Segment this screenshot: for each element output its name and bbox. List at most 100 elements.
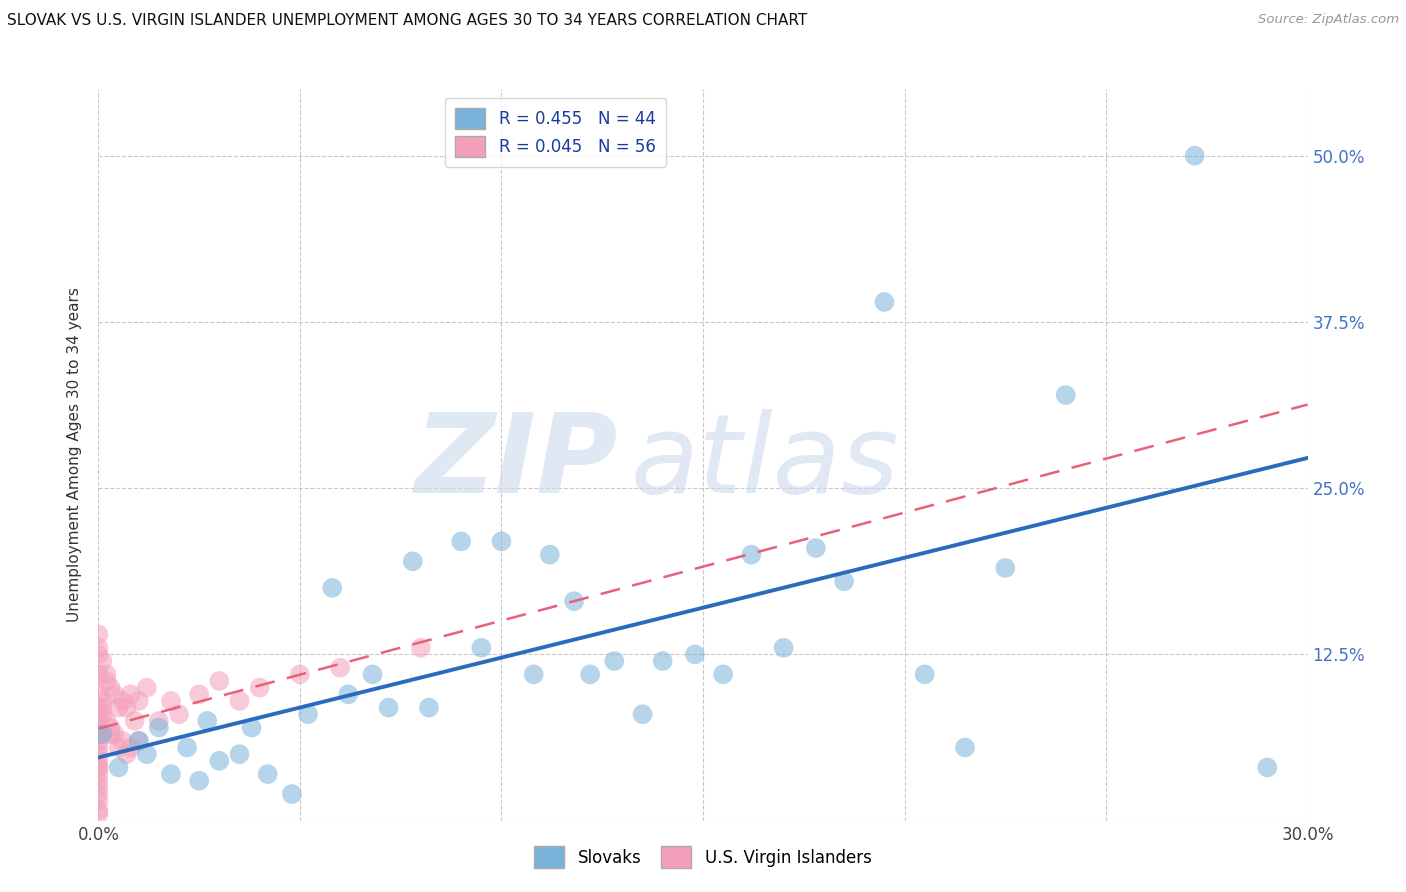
Point [128, 734, 150, 748]
Point [91, 654, 114, 668]
Point [683, 648, 706, 662]
Text: ZIP: ZIP [415, 409, 619, 516]
Point [377, 700, 399, 714]
Point [228, 747, 250, 761]
Point [772, 640, 794, 655]
Point [321, 581, 343, 595]
Point [100, 727, 122, 741]
Point [128, 734, 150, 748]
Point [188, 687, 211, 701]
Point [115, 700, 138, 714]
Point [491, 534, 513, 549]
Point [87, 700, 110, 714]
Point [711, 667, 734, 681]
Point [470, 640, 492, 655]
Point [87, 667, 110, 681]
Point [148, 714, 170, 728]
Point [87, 760, 110, 774]
Point [228, 694, 250, 708]
Point [167, 707, 190, 722]
Point [87, 773, 110, 788]
Point [87, 760, 110, 774]
Point [87, 767, 110, 781]
Point [281, 787, 304, 801]
Point [107, 760, 129, 774]
Point [87, 648, 110, 662]
Point [120, 687, 142, 701]
Point [135, 747, 157, 761]
Point [91, 707, 114, 722]
Point [409, 640, 432, 655]
Point [111, 734, 134, 748]
Point [240, 721, 263, 735]
Point [450, 534, 472, 549]
Point [100, 681, 122, 695]
Point [538, 548, 561, 562]
Point [804, 541, 827, 555]
Point [148, 721, 170, 735]
Point [96, 714, 118, 728]
Point [87, 803, 110, 817]
Point [103, 687, 125, 701]
Point [1256, 760, 1278, 774]
Point [160, 694, 183, 708]
Point [111, 694, 134, 708]
Point [329, 661, 352, 675]
Point [87, 740, 110, 755]
Point [1054, 388, 1077, 402]
Point [91, 694, 114, 708]
Point [115, 747, 138, 761]
Point [87, 727, 110, 741]
Point [523, 667, 546, 681]
Point [288, 667, 311, 681]
Point [87, 714, 110, 728]
Point [107, 700, 129, 714]
Point [107, 740, 129, 755]
Point [402, 554, 425, 568]
Point [651, 654, 673, 668]
Point [128, 694, 150, 708]
Text: atlas: atlas [630, 409, 898, 516]
Point [1184, 149, 1206, 163]
Point [208, 754, 231, 768]
Text: SLOVAK VS U.S. VIRGIN ISLANDER UNEMPLOYMENT AMONG AGES 30 TO 34 YEARS CORRELATIO: SLOVAK VS U.S. VIRGIN ISLANDER UNEMPLOYM… [7, 13, 807, 29]
Point [208, 673, 231, 688]
Point [873, 295, 896, 310]
Point [603, 654, 626, 668]
Point [562, 594, 585, 608]
Point [994, 561, 1017, 575]
Point [631, 707, 654, 722]
Point [256, 767, 278, 781]
Point [87, 734, 110, 748]
Point [832, 574, 855, 589]
Point [361, 667, 384, 681]
Point [87, 640, 110, 655]
Text: Source: ZipAtlas.com: Source: ZipAtlas.com [1258, 13, 1399, 27]
Point [87, 721, 110, 735]
Point [87, 747, 110, 761]
Point [87, 627, 110, 641]
Point [87, 780, 110, 795]
Point [87, 794, 110, 808]
Point [103, 727, 125, 741]
Point [740, 548, 762, 562]
Point [160, 767, 183, 781]
Point [188, 773, 211, 788]
Point [124, 714, 146, 728]
Point [176, 740, 198, 755]
Legend: Slovaks, U.S. Virgin Islanders: Slovaks, U.S. Virgin Islanders [527, 839, 879, 874]
Point [579, 667, 602, 681]
Point [87, 687, 110, 701]
Point [87, 787, 110, 801]
Point [249, 681, 271, 695]
Point [91, 700, 114, 714]
Point [100, 721, 122, 735]
Y-axis label: Unemployment Among Ages 30 to 34 years: Unemployment Among Ages 30 to 34 years [67, 287, 83, 623]
Point [96, 667, 118, 681]
Point [337, 687, 360, 701]
Point [195, 714, 218, 728]
Point [418, 700, 440, 714]
Point [91, 727, 114, 741]
Point [914, 667, 936, 681]
Point [953, 740, 976, 755]
